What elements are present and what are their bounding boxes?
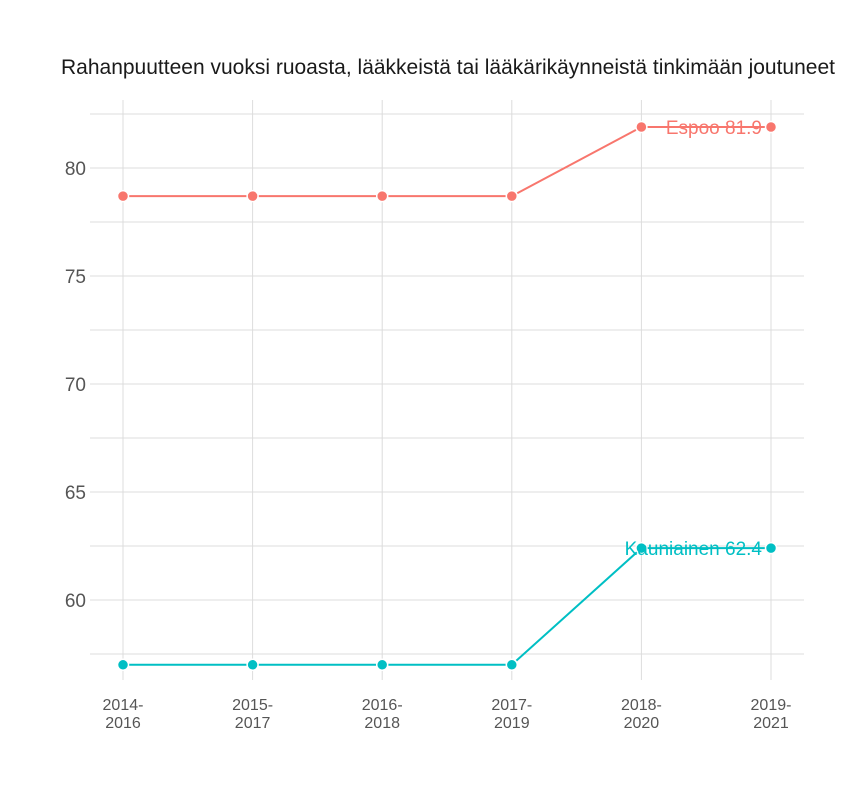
y-tick-label: 80 [65, 159, 86, 180]
x-tick-label: 2019-2021 [751, 697, 792, 732]
chart-title: Rahanpuutteen vuoksi ruoasta, lääkkeistä… [61, 56, 835, 79]
data-point-kauniainen [375, 658, 389, 672]
y-tick-label: 60 [65, 591, 86, 612]
x-tick-label: 2017-2019 [491, 697, 532, 732]
y-tick-label: 75 [65, 267, 86, 288]
data-point-kauniainen [764, 541, 778, 555]
data-point-kauniainen [505, 658, 519, 672]
data-point-espoo [635, 120, 648, 134]
x-tick-label: 2015-2017 [232, 697, 273, 732]
y-axis: 60 65 70 75 80 [65, 159, 86, 612]
x-axis: 2014-2016 2015-2017 2016-2018 2017-2019 2018… [103, 697, 792, 732]
grid [90, 100, 804, 680]
x-tick-label: 2014-2016 [103, 697, 144, 732]
data-point-espoo [116, 189, 130, 203]
data-point-kauniainen [116, 658, 130, 672]
series-line-kauniainen [123, 547, 771, 666]
y-tick-label: 70 [65, 375, 86, 396]
data-point-kauniainen [635, 541, 648, 555]
data-point-espoo [375, 189, 389, 203]
series-line-espoo [123, 125, 771, 198]
end-label-kauniainen: Kauniainen 62.4 [625, 539, 763, 560]
data-point-espoo [246, 189, 259, 203]
x-tick-label: 2016-2018 [362, 697, 403, 732]
data-point-kauniainen [246, 658, 259, 672]
end-label-espoo: Espoo 81.9 [666, 118, 762, 139]
y-tick-label: 65 [65, 483, 86, 504]
data-point-espoo [505, 189, 519, 203]
series-layer [116, 120, 778, 672]
data-point-espoo [764, 120, 778, 134]
end-labels: Espoo 81.9 Kauniainen 62.4 [625, 118, 763, 560]
x-tick-label: 2018-2020 [621, 697, 662, 732]
